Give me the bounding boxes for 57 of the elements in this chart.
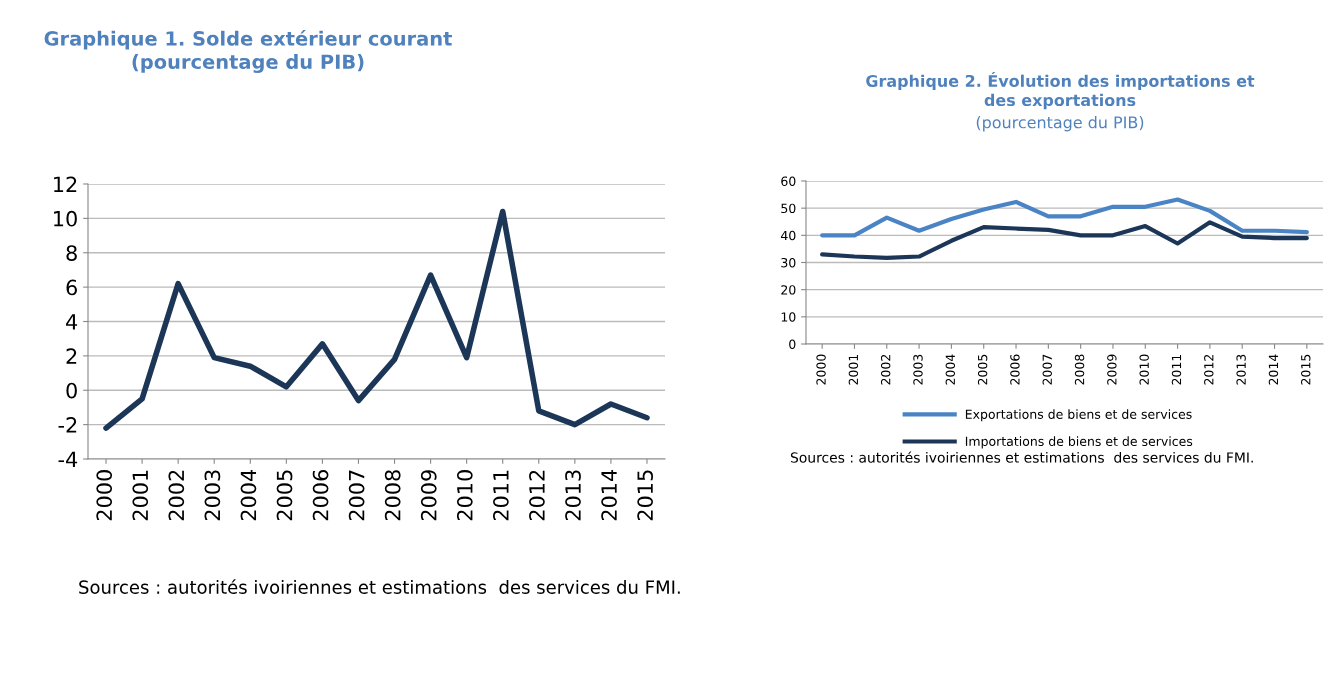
x-tick-label: 2012 <box>529 470 545 521</box>
source-note: Sources : autorités ivoiriennes et estimations des services du FMI. <box>79 579 680 594</box>
x-tick-label: 2011 <box>493 470 509 521</box>
x-tick-label: 2006 <box>1010 354 1020 385</box>
x-tick-label: 2002 <box>168 470 185 521</box>
x-tick-label: 2004 <box>945 354 956 385</box>
line-series <box>820 220 1309 260</box>
x-tick-label: 2011 <box>1171 354 1182 385</box>
y-tick-label: 20 <box>781 285 796 295</box>
y-tick-label: 0 <box>66 382 77 399</box>
x-tick-label: 2007 <box>1042 354 1052 385</box>
x-tick-label: 2006 <box>312 470 329 521</box>
y-tick-label: -2 <box>58 417 77 433</box>
y-tick-label: 0 <box>789 339 796 349</box>
y-tick-label: 10 <box>54 210 77 227</box>
x-tick-label: 2005 <box>977 354 988 385</box>
x-tick-label: 2000 <box>816 354 826 385</box>
x-tick-label: 2010 <box>456 470 473 521</box>
chart-title: Graphique 1. Solde extérieur courant (pourcentage du PIB) <box>44 30 452 73</box>
x-tick-label: 2014 <box>1268 354 1279 385</box>
x-tick-label: 2000 <box>96 470 113 521</box>
y-tick-label: 8 <box>66 245 77 261</box>
x-tick-label: 2007 <box>348 470 365 521</box>
x-tick-label: 2003 <box>204 470 221 521</box>
chart-title: Graphique 2. Évolution des importations et des exportations <box>866 72 1255 110</box>
legend-label: Exportations de biens et de services <box>965 409 1192 422</box>
y-tick-label: -4 <box>58 451 78 467</box>
x-tick-label: 2003 <box>913 354 923 385</box>
y-tick-label: 2 <box>66 348 77 364</box>
y-tick-label: 10 <box>781 312 796 322</box>
y-tick-label: 12 <box>54 176 77 192</box>
chart-subtitle: (pourcentage du PIB) <box>976 116 1144 132</box>
y-tick-label: 40 <box>780 230 796 241</box>
x-tick-label: 2002 <box>880 354 891 385</box>
x-tick-label: 2009 <box>420 470 437 521</box>
x-tick-label: 2010 <box>1139 354 1149 385</box>
y-tick-label: 4 <box>66 314 78 330</box>
line-series <box>820 197 1309 238</box>
x-tick-label: 2013 <box>1236 354 1246 385</box>
x-tick-label: 2004 <box>240 469 257 521</box>
x-tick-label: 2005 <box>276 470 293 521</box>
x-tick-label: 2008 <box>1074 354 1085 385</box>
x-tick-label: 2009 <box>1107 354 1117 385</box>
y-tick-label: 30 <box>781 257 796 268</box>
source-note: Sources : autorités ivoiriennes et estimations des services du FMI. <box>790 451 1253 463</box>
y-tick-label: 60 <box>781 176 796 186</box>
x-tick-label: 2008 <box>384 470 401 521</box>
y-tick-label: 50 <box>781 203 796 214</box>
x-tick-label: 2014 <box>601 469 617 521</box>
x-tick-label: 2015 <box>637 470 654 521</box>
x-tick-label: 2012 <box>1204 354 1214 385</box>
x-tick-label: 2015 <box>1301 354 1311 385</box>
legend-label: Importations de biens et de services <box>965 436 1193 449</box>
x-tick-label: 2001 <box>132 470 149 521</box>
x-tick-label: 2013 <box>565 470 581 521</box>
y-tick-label: 6 <box>66 279 77 296</box>
x-tick-label: 2001 <box>848 354 859 385</box>
